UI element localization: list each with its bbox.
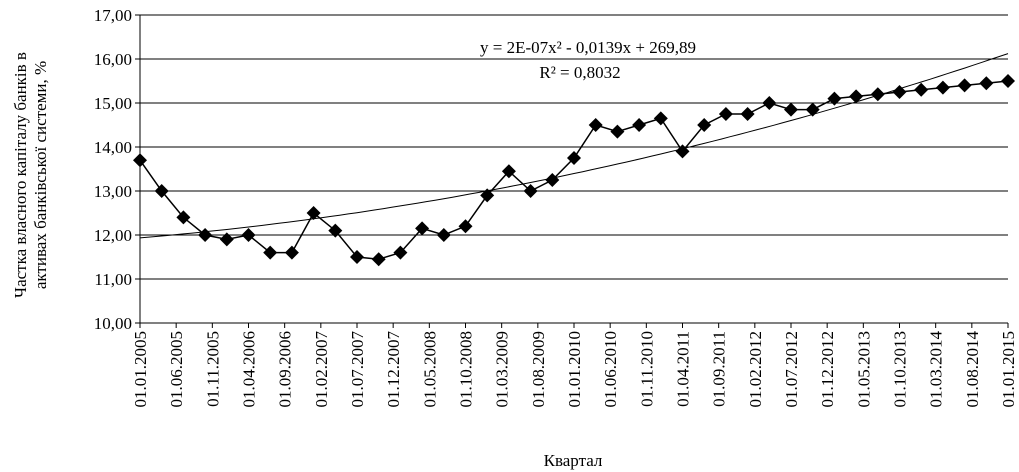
x-tick-label: 01.07.2007: [348, 331, 367, 408]
r-squared: R² = 0,8032: [539, 63, 620, 82]
y-tick-label: 10,00: [94, 314, 132, 333]
y-axis-title-line: активах банківської системи, %: [31, 61, 50, 289]
marker: [501, 164, 516, 179]
y-tick-label: 12,00: [94, 226, 132, 245]
marker: [979, 76, 994, 91]
marker: [935, 80, 950, 95]
y-tick-label: 14,00: [94, 138, 132, 157]
x-tick-label: 01.09.2011: [710, 331, 729, 407]
marker: [914, 82, 929, 97]
marker: [849, 89, 864, 104]
marker: [588, 118, 603, 132]
marker: [328, 223, 343, 238]
marker: [653, 111, 668, 126]
marker: [154, 184, 169, 198]
x-tick-label: 01.02.2012: [746, 331, 765, 408]
marker: [718, 107, 733, 121]
marker: [306, 206, 321, 220]
marker: [892, 85, 907, 99]
x-tick-label: 01.12.2012: [818, 331, 837, 408]
marker: [133, 153, 147, 168]
marker: [263, 245, 278, 260]
x-tick-label: 01.01.2005: [131, 331, 150, 408]
y-axis-title: Частка власного капіталу банків вактивах…: [11, 52, 50, 298]
marker: [393, 245, 408, 260]
marker: [1001, 74, 1015, 88]
marker: [436, 228, 451, 242]
y-tick-label: 11,00: [94, 270, 132, 289]
x-tick-label: 01.03.2009: [493, 331, 512, 408]
marker: [458, 219, 473, 234]
trend-equation: y = 2E-07x² - 0,0139x + 269,89: [480, 38, 696, 57]
marker: [480, 188, 495, 203]
x-tick-label: 01.09.2006: [276, 331, 295, 408]
marker: [762, 96, 777, 110]
marker: [523, 184, 538, 198]
marker: [632, 118, 647, 132]
marker: [567, 151, 581, 165]
x-tick-label: 01.12.2007: [384, 331, 403, 408]
marker: [610, 124, 625, 139]
x-tick-label: 01.02.2007: [312, 331, 331, 408]
x-tick-label: 01.05.2013: [854, 331, 873, 408]
marker: [350, 250, 364, 264]
x-tick-label: 01.07.2012: [782, 331, 801, 408]
x-tick-label: 01.06.2010: [601, 331, 620, 408]
marker: [784, 102, 798, 117]
marker: [805, 102, 820, 117]
x-tick-label: 01.10.2008: [457, 331, 476, 408]
marker: [415, 221, 430, 236]
y-tick-label: 17,00: [94, 6, 132, 25]
x-tick-label: 01.10.2013: [891, 331, 910, 408]
y-axis-title-line: Частка власного капіталу банків в: [11, 52, 30, 298]
marker: [545, 173, 560, 187]
marker: [697, 118, 712, 132]
x-tick-label: 01.03.2014: [927, 331, 946, 408]
marker: [241, 228, 256, 242]
x-tick-label: 01.11.2005: [203, 331, 222, 407]
trendline: [139, 53, 1009, 239]
x-tick-label: 01.04.2006: [240, 331, 259, 408]
marker: [870, 87, 885, 102]
x-tick-label: 01.01.2015: [999, 331, 1018, 408]
y-tick-label: 16,00: [94, 50, 132, 69]
marker: [284, 245, 299, 260]
x-tick-label: 01.01.2010: [565, 331, 584, 408]
marker: [740, 107, 755, 121]
x-axis-title: Квартал: [544, 451, 603, 470]
marker: [176, 210, 191, 225]
series-line: [139, 80, 1009, 260]
x-tick-label: 01.11.2010: [637, 331, 656, 407]
marker: [219, 232, 234, 247]
x-tick-label: 01.06.2005: [167, 331, 186, 408]
marker: [371, 252, 386, 267]
marker: [827, 91, 842, 106]
marker: [675, 144, 690, 159]
marker: [957, 78, 972, 93]
x-tick-label: 01.08.2014: [963, 331, 982, 408]
y-tick-label: 15,00: [94, 94, 132, 113]
marker: [198, 228, 213, 242]
y-tick-label: 13,00: [94, 182, 132, 201]
x-tick-label: 01.04.2011: [674, 331, 693, 407]
x-tick-label: 01.05.2008: [420, 331, 439, 408]
x-tick-label: 01.08.2009: [529, 331, 548, 408]
